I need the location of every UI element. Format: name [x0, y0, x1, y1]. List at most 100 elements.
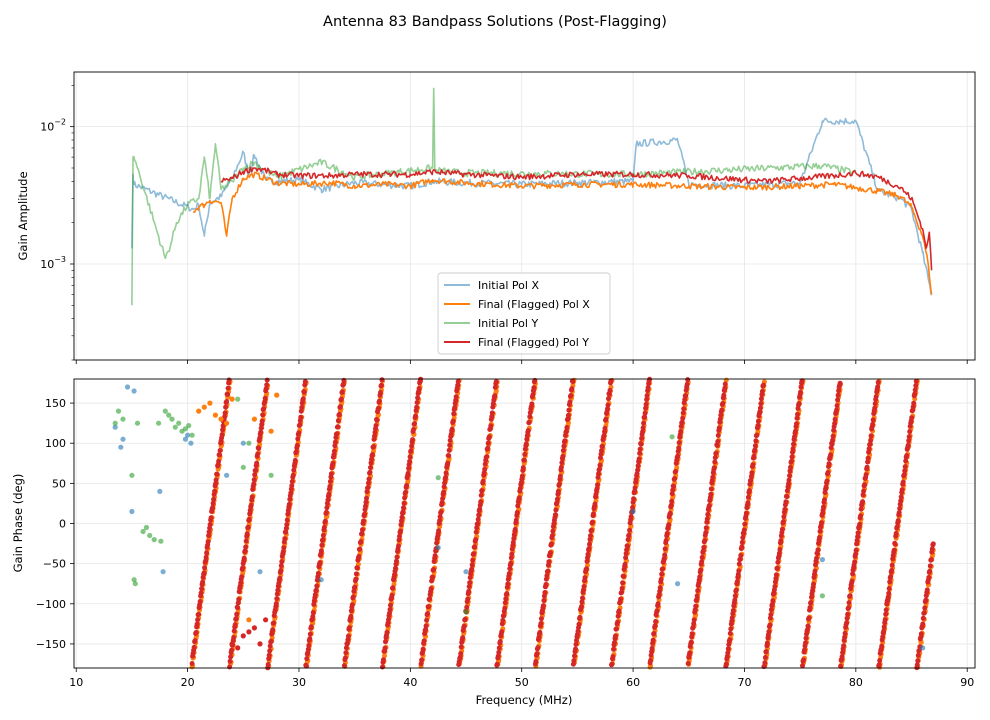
phase-point-final-y — [447, 442, 453, 448]
phase-point-final-y — [749, 470, 755, 476]
phase-point-final-y — [533, 658, 539, 664]
phase-point-final-y — [569, 386, 575, 392]
phase-point-final-y — [643, 401, 649, 407]
phase-point-final-y — [795, 411, 800, 417]
phase-point-initial_x — [131, 388, 137, 394]
phase-point-final-y — [644, 393, 650, 399]
phase-point-final_x — [246, 617, 252, 623]
phase-point-final-y — [745, 500, 751, 506]
phase-point-final-y — [310, 614, 316, 619]
phase-point-final-y — [893, 530, 899, 536]
phase-point-final-y — [198, 590, 204, 596]
phase-point-final-y — [817, 528, 823, 534]
phase-point-final-y — [489, 410, 495, 416]
phase-point-final-y — [335, 418, 341, 424]
phase-point-final-y — [759, 388, 765, 394]
phase-point-final-y — [723, 661, 729, 667]
phase-point-final-y — [278, 568, 284, 573]
phase-point-final-y — [823, 484, 829, 490]
phase-point-final-y — [615, 613, 621, 619]
phase-point-final-y — [251, 477, 257, 483]
phase-point-final-y — [750, 462, 756, 468]
phase-point-final-y — [214, 471, 220, 477]
phase-point-final-y — [451, 411, 457, 417]
phase-point-final-y — [711, 465, 717, 471]
phase-point-final-y — [496, 645, 502, 651]
phase-point-final-y — [758, 401, 764, 407]
phase-point-final-y — [514, 510, 520, 515]
phase-point-final-y — [635, 463, 641, 469]
phase-point-final-y — [857, 521, 863, 527]
phase-point-final-y — [886, 586, 892, 591]
phase-point-final-y — [780, 519, 786, 525]
phase-point-final-y — [340, 381, 346, 387]
phase-point-final-y — [684, 381, 690, 387]
phase-point-final-y — [325, 497, 331, 503]
phase-point-final-y — [801, 657, 806, 663]
phase-point-final-y — [615, 619, 621, 625]
phase-point-final-y — [555, 488, 561, 494]
phase-point-final-y — [782, 506, 788, 512]
phase-point-final-y — [469, 566, 475, 572]
phase-point-final-y — [222, 410, 228, 416]
phase-point-final-y — [667, 510, 673, 516]
phase-point-final-y — [421, 638, 427, 644]
phase-point-final-y — [283, 525, 289, 531]
phase-point-final-y — [192, 638, 198, 644]
phase-point-final-y — [922, 605, 928, 611]
phase-point-final-y — [282, 536, 288, 542]
phase-point-final-y — [418, 661, 424, 667]
phase-point-final-y — [880, 634, 886, 640]
phase-point-initial_y — [147, 532, 153, 539]
phase-point-final-y — [810, 585, 816, 591]
phase-point-final-y — [679, 419, 685, 425]
phase-point-final-y — [789, 454, 795, 460]
phase-point-final_x — [268, 428, 274, 434]
phase-point-final-y — [332, 439, 338, 445]
phase-point-final-y — [204, 550, 210, 556]
amp-ytick-label: 10−3 — [40, 255, 66, 271]
phase-point-final-y — [246, 516, 252, 522]
x-tick-label: 80 — [849, 676, 863, 689]
phase-point-final-y — [308, 624, 314, 630]
phase-point-final-y — [345, 633, 351, 639]
phase-point-final-y — [503, 596, 509, 602]
phase-point-final-y — [440, 496, 446, 502]
phase-point-final-y — [733, 587, 739, 593]
phase-point-final-y — [380, 664, 385, 670]
phase-point-final-y — [657, 588, 663, 594]
phase-point-final-y — [531, 385, 537, 391]
phase-ytick-label: 150 — [45, 397, 66, 410]
legend-label-final-pol-x: Final (Flagged) Pol X — [478, 298, 590, 311]
amp-line-initial_y — [131, 87, 857, 306]
phase-point-final-y — [716, 425, 722, 431]
phase-point-final-y — [363, 499, 369, 505]
phase-point-initial_y — [162, 408, 168, 414]
phase-point-final-y — [426, 604, 432, 610]
phase-point-final-y — [672, 476, 678, 482]
phase-point-final-y — [666, 522, 672, 528]
phase-point-final-y — [343, 645, 349, 651]
phase-point-final-y — [405, 470, 411, 476]
figure-title: Antenna 83 Bandpass Solutions (Post-Flag… — [323, 14, 667, 30]
phase-point-final-y — [401, 500, 407, 506]
phase-point-final-y — [839, 654, 845, 660]
phase-point-initial_x — [819, 557, 826, 563]
phase-point-final-y — [414, 400, 420, 405]
phase-point-final-y — [903, 458, 909, 464]
x-tick-label: 40 — [403, 676, 417, 689]
phase-point-final-y — [384, 629, 390, 635]
phase-point-final-y — [902, 464, 908, 470]
phase-point-final-y — [399, 514, 405, 520]
phase-point-final-y — [290, 472, 296, 478]
phase-point-final-y — [305, 646, 311, 652]
phase-point-final-y — [758, 396, 764, 402]
phase-point-final-y — [535, 645, 541, 651]
phase-point-final-y — [492, 393, 498, 399]
phase-point-final-y — [281, 545, 287, 551]
phase-point-final-y — [408, 448, 414, 454]
phase-point-final-y — [770, 598, 776, 604]
phase-point-final-y — [259, 418, 265, 424]
phase-point-final-y — [231, 635, 237, 641]
